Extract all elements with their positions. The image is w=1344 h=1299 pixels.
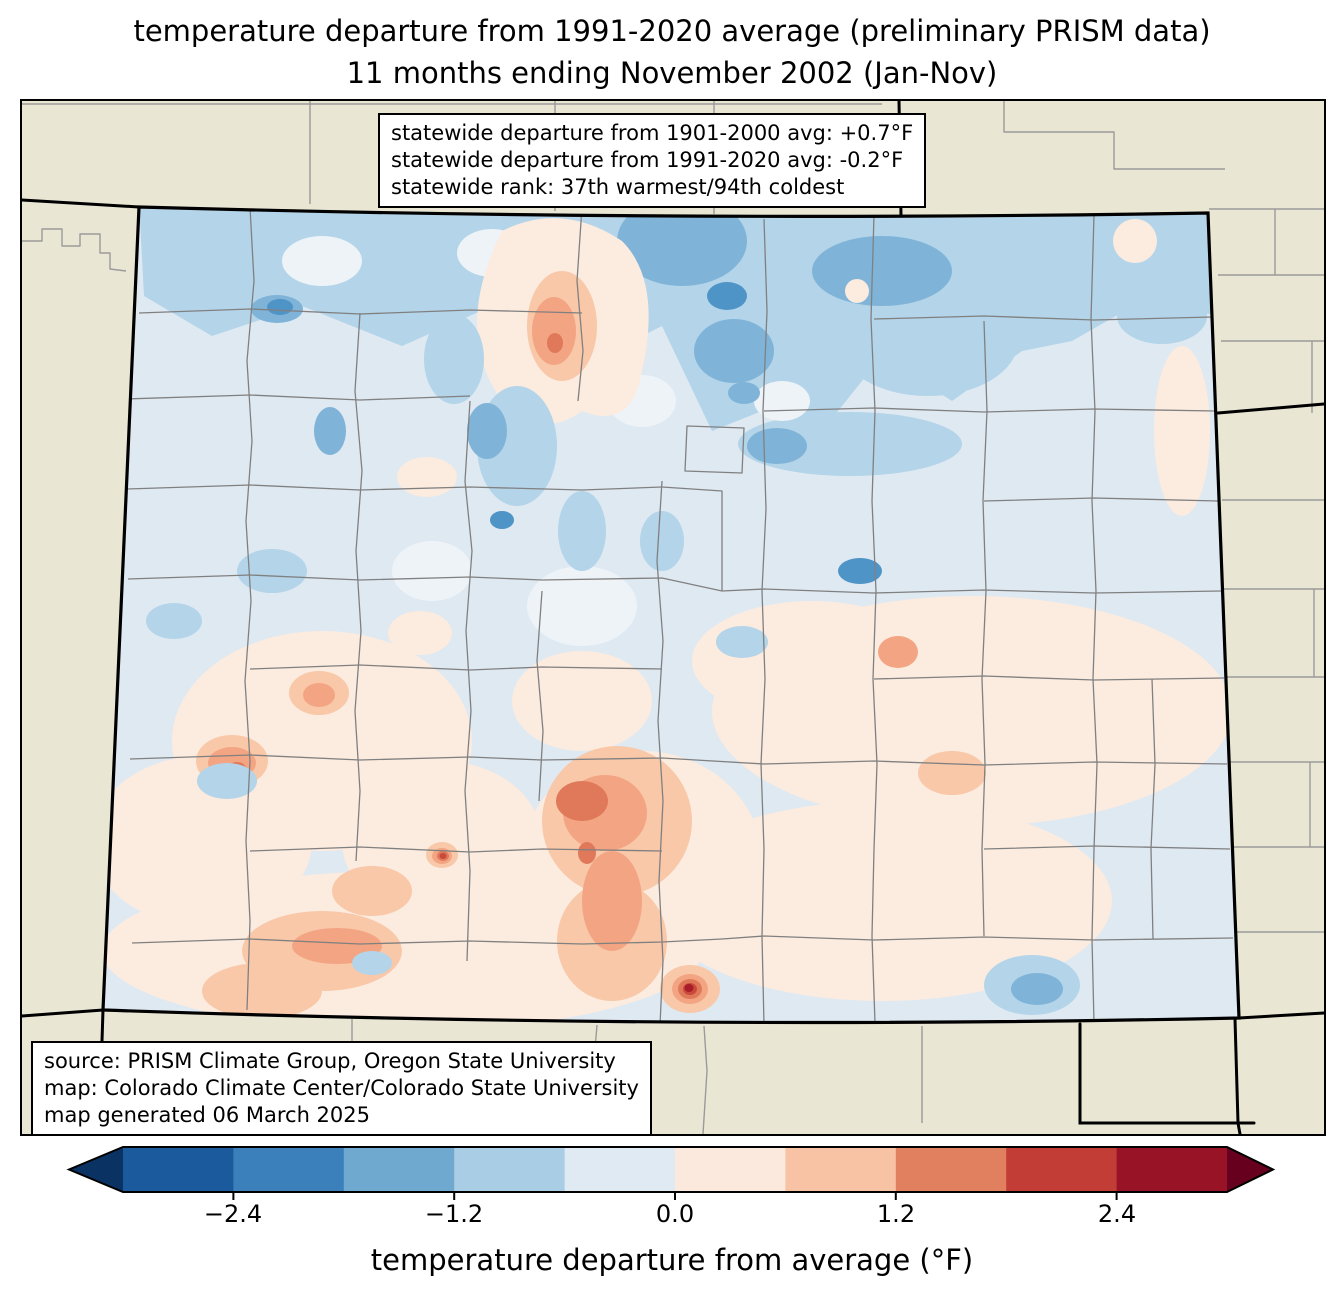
stats-line-1: statewide departure from 1901-2000 avg: … [391,121,914,145]
colorbar [66,1146,1276,1200]
source-line-3: map generated 06 March 2025 [44,1103,371,1127]
stats-line-3: statewide rank: 37th warmest/94th coldes… [391,175,845,199]
anomaly-salmon [208,297,918,1004]
source-attribution-box: source: PRISM Climate Group, Oregon Stat… [31,1041,652,1136]
colorbar-outline [66,1146,1276,1193]
colorbar-tick-label-1: −1.2 [424,1200,484,1228]
colorado-county-lines [124,207,1234,1023]
colorbar-over-arrow [1227,1147,1273,1192]
colorbar-tick-label-4: 2.4 [1097,1200,1137,1228]
statewide-stats-box: statewide departure from 1901-2000 avg: … [378,113,927,208]
title-line-1: temperature departure from 1991-2020 ave… [133,14,1211,48]
colorbar-tick-marks [232,1192,1118,1200]
colorbar-bins [123,1147,1227,1192]
map-frame [20,99,1326,1136]
colorado-state-outline [101,205,1241,1025]
stats-line-2: statewide departure from 1991-2020 avg: … [391,148,904,172]
colorbar-under-arrow [69,1147,123,1192]
colorado-temperature-anomaly-map [22,101,1324,1134]
anomaly-dark-red [684,984,694,992]
colorbar-tick-label-2: 0.0 [655,1200,695,1228]
source-line-2: map: Colorado Climate Center/Colorado St… [44,1076,639,1100]
figure-title: temperature departure from 1991-2020 ave… [0,10,1344,94]
anomaly-local-mid-blue [314,382,1063,1005]
title-line-2: 11 months ending November 2002 (Jan-Nov) [346,56,998,90]
anomaly-north-light-blue [139,207,1219,476]
source-line-1: source: PRISM Climate Group, Oregon Stat… [44,1049,616,1073]
anomaly-local-deep-blue [490,511,882,584]
anomaly-north-mid-blue [251,207,952,383]
colorbar-tick-label-0: −2.4 [203,1200,263,1228]
colorbar-tick-label-3: 1.2 [876,1200,916,1228]
colorbar-axis-label: temperature departure from average (°F) [370,1243,974,1277]
